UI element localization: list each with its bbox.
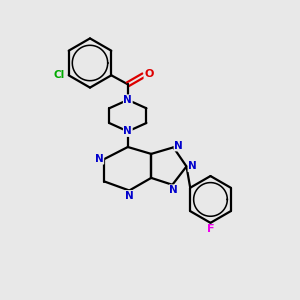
Text: N: N: [169, 185, 178, 195]
Text: N: N: [174, 141, 183, 151]
Text: N: N: [95, 154, 104, 164]
Text: N: N: [188, 161, 197, 171]
Text: N: N: [125, 190, 134, 201]
Text: O: O: [144, 69, 154, 79]
Text: F: F: [207, 224, 214, 234]
Text: N: N: [123, 126, 132, 136]
Text: Cl: Cl: [53, 70, 65, 80]
Text: N: N: [123, 95, 132, 105]
